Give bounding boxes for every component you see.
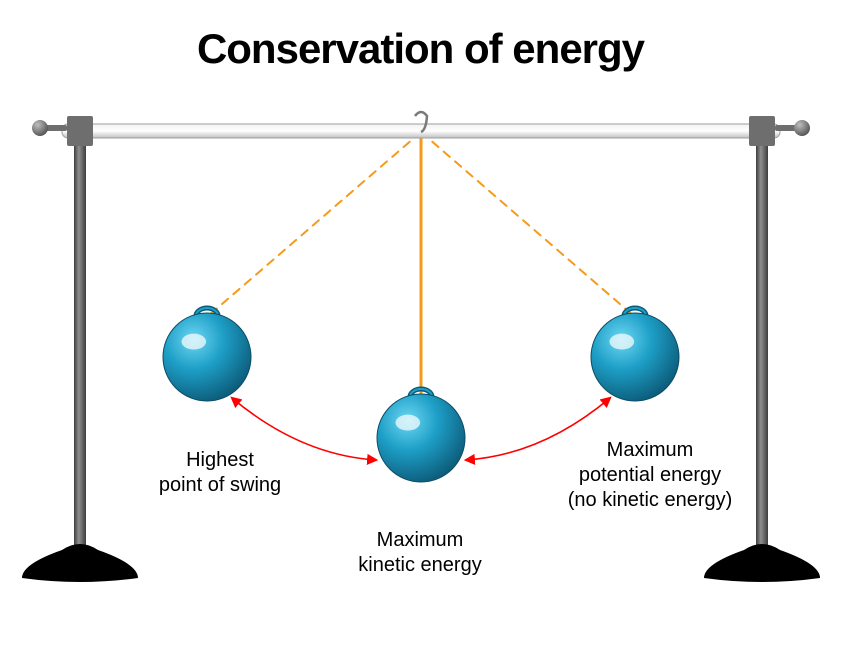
stand-left	[22, 116, 138, 582]
pendulum-bob-center	[377, 389, 465, 482]
pendulum-string-left	[207, 132, 421, 317]
label-max-potential: Maximumpotential energy(no kinetic energ…	[540, 438, 760, 513]
label-highest-point: Highestpoint of swing	[130, 448, 310, 498]
pendulum-string-right	[421, 132, 635, 317]
pendulum-bob-left	[163, 308, 251, 401]
pendulum-bob-right	[591, 308, 679, 401]
label-max-kinetic: Maximumkinetic energy	[330, 528, 510, 578]
